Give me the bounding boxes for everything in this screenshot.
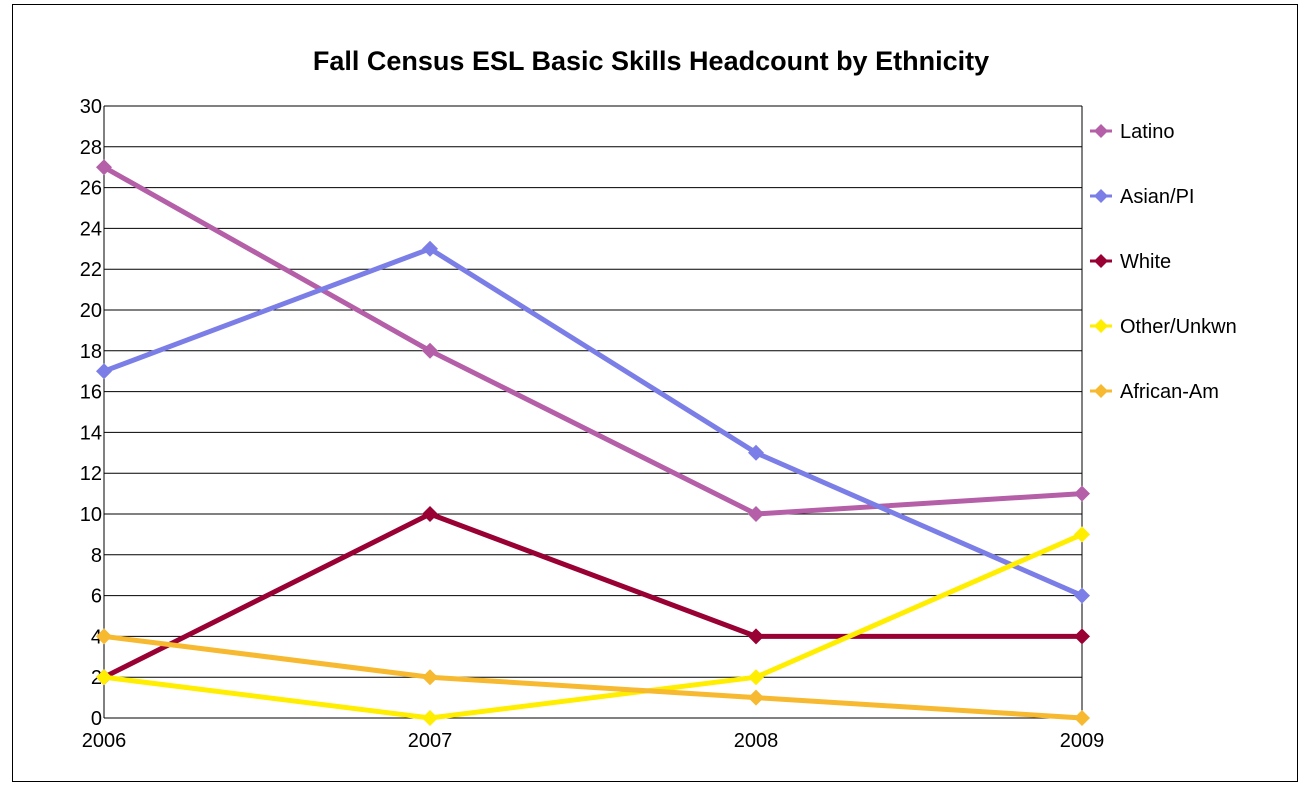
- data-point-marker: [422, 710, 438, 726]
- x-tick-label: 2007: [408, 730, 453, 752]
- legend-label: White: [1120, 251, 1171, 273]
- data-point-marker: [422, 506, 438, 522]
- data-point-marker: [748, 444, 764, 461]
- x-tick-label: 2006: [82, 730, 127, 752]
- grid-lines: [104, 105, 1082, 678]
- series-line: [103, 246, 1084, 598]
- axes: [103, 106, 1083, 719]
- data-point-marker: [1074, 628, 1090, 645]
- y-tick-label: 2: [91, 667, 102, 689]
- legend-marker: [1094, 319, 1108, 333]
- data-point-marker: [96, 628, 112, 645]
- data-point-marker: [96, 159, 112, 176]
- data-point-marker: [1074, 485, 1090, 502]
- y-tick-label: 10: [80, 504, 102, 526]
- y-tick-label: 6: [91, 586, 102, 608]
- x-axis-ticks: 2006 2007 2008 2009: [82, 730, 1105, 752]
- data-point-marker: [748, 669, 764, 686]
- data-point-marker: [96, 363, 112, 380]
- series-line: [103, 532, 1084, 721]
- x-tick-label: 2009: [1060, 730, 1105, 752]
- series-group: [96, 159, 1090, 726]
- legend-marker: [1094, 124, 1108, 138]
- y-tick-label: 24: [80, 218, 102, 240]
- series-line: [102, 511, 1082, 680]
- y-tick-label: 26: [80, 178, 102, 200]
- legend-label: Other/Unkwn: [1120, 316, 1237, 338]
- data-point-marker: [422, 342, 438, 359]
- y-tick-label: 0: [91, 708, 102, 730]
- data-point-marker: [748, 689, 764, 706]
- y-tick-label: 12: [80, 463, 102, 485]
- data-point-marker: [1074, 710, 1090, 726]
- legend: Latino Asian/PI White Other/Unkwn African-Am: [1090, 121, 1237, 403]
- y-tick-label: 22: [80, 259, 102, 281]
- y-tick-label: 28: [80, 137, 102, 159]
- series-line: [102, 165, 1083, 517]
- legend-marker: [1094, 384, 1108, 398]
- chart-title: Fall Census ESL Basic Skills Headcount b…: [313, 46, 989, 76]
- data-point-marker: [422, 240, 438, 257]
- data-point-marker: [1074, 526, 1090, 543]
- data-point-marker: [748, 506, 764, 522]
- y-tick-label: 8: [91, 545, 102, 567]
- legend-label: Latino: [1120, 121, 1175, 143]
- y-tick-label: 20: [80, 300, 102, 322]
- y-tick-label: 4: [91, 626, 102, 648]
- data-point-marker: [1074, 587, 1090, 604]
- y-tick-label: 16: [80, 382, 102, 404]
- y-tick-label: 18: [80, 341, 102, 363]
- data-point-marker: [96, 669, 112, 686]
- legend-label: African-Am: [1120, 381, 1219, 403]
- x-tick-label: 2008: [734, 730, 779, 752]
- y-tick-label: 14: [80, 422, 102, 444]
- legend-marker: [1094, 189, 1108, 203]
- legend-marker: [1094, 254, 1108, 268]
- series-line: [103, 633, 1083, 721]
- data-point-marker: [748, 628, 764, 645]
- y-tick-label: 30: [80, 96, 102, 118]
- data-point-marker: [422, 669, 438, 686]
- legend-label: Asian/PI: [1120, 186, 1194, 208]
